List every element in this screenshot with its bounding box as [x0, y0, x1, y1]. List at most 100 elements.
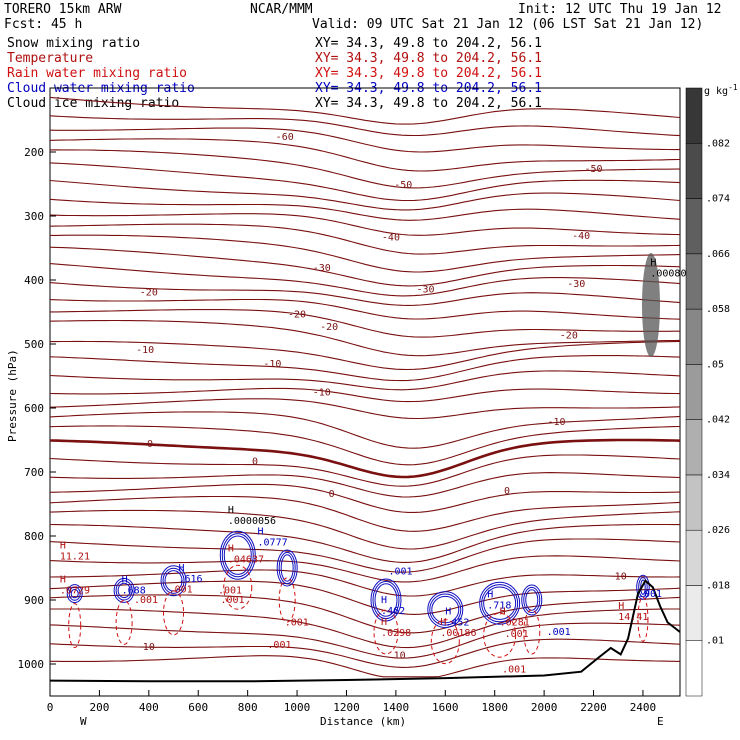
cloud-water-contour	[162, 567, 185, 594]
legend-xy-cloud-ice: XY= 34.3, 49.8 to 204.2, 56.1	[315, 96, 542, 111]
colorbar-swatch	[685, 87, 703, 144]
isotherm-label: -60	[276, 132, 294, 143]
extremum-value: .0000056	[228, 516, 276, 527]
cloud-water-contour	[638, 577, 648, 598]
isotherm-line	[49, 213, 681, 236]
isotherm-label: 10	[615, 572, 627, 583]
isotherm-label: -20	[288, 309, 306, 320]
colorbar: .01 .018 .026 .034 .042 .05 .058 .066 .074 .082	[685, 87, 730, 697]
isotherm-label: 0	[252, 456, 258, 467]
isotherm-line	[49, 638, 681, 668]
colorbar-tick-label: .082	[706, 138, 730, 149]
cloud-water-contour	[483, 586, 517, 620]
isotherm-label: -10	[136, 345, 154, 356]
extremum-value: .452	[445, 617, 469, 628]
y-axis-title: Pressure (hPa)	[6, 349, 19, 442]
field-legend: Snow mixing ratio XY= 34.3, 49.8 to 204.…	[7, 36, 542, 111]
isotherm-line	[49, 179, 681, 211]
extremum-value: .04637	[228, 555, 264, 566]
y-tick-label: 700	[24, 466, 44, 479]
x-tick-label: 1800	[481, 701, 508, 714]
cloud-water-contour	[221, 533, 254, 578]
legend-label-rain: Rain water mixing ratio	[7, 66, 187, 81]
cloud-water-contour	[481, 584, 519, 623]
isotherm-label: 10	[143, 642, 155, 653]
extremum-mark: H	[228, 544, 234, 555]
x-axis-ticks: 0 200 400 600 800 1000 1200 1400 1600 1800 2000 220…	[47, 690, 656, 714]
x-tick-label: 2000	[531, 701, 558, 714]
legend-label-snow: Snow mixing ratio	[7, 36, 140, 51]
isotherm-line	[49, 411, 681, 449]
colorbar-tick-label: .034	[706, 470, 730, 481]
isotherm-line	[49, 538, 681, 573]
isotherm-line	[49, 246, 681, 287]
extremum-mark: H	[60, 574, 66, 585]
rain-water-contour	[68, 603, 82, 649]
cloud-water-contour	[117, 582, 131, 599]
y-tick-label: 800	[24, 530, 44, 543]
cloud-water-contour	[372, 580, 400, 620]
contour-value-label: .001	[502, 664, 526, 675]
extrema-labels: H11.21H14.41H.0008019H.0000056H.0777H.61…	[60, 258, 699, 640]
center-name: NCAR/MMM	[250, 2, 313, 17]
isotherm-line	[49, 438, 681, 479]
isotherm-label: -10	[313, 387, 331, 398]
extremum-value: .00186	[440, 628, 476, 639]
x-tick-label: 1600	[432, 701, 459, 714]
isotherm-label: -20	[560, 330, 578, 341]
rain-water-contour	[163, 590, 185, 636]
colorbar-swatch	[685, 143, 703, 199]
isotherm-label: 0	[147, 439, 153, 450]
cloud-water-contour	[525, 589, 539, 611]
contour-value-label: .001	[169, 584, 193, 595]
y-tick-label: 200	[24, 146, 44, 159]
isotherm-line	[49, 472, 681, 498]
extremum-value: 14.41	[618, 612, 648, 623]
x-tick-label: 1400	[383, 701, 410, 714]
cloud-water-contour	[66, 584, 83, 604]
isotherm-label: -30	[567, 279, 585, 290]
colorbar-swatch	[685, 640, 703, 697]
colorbar-swatch	[685, 419, 703, 476]
cloud-water-contour	[68, 586, 81, 601]
colorbar-swatch	[685, 529, 703, 586]
contour-value-label: .001	[388, 566, 412, 577]
plot-frame	[49, 87, 681, 697]
colorbar-tick-label: .018	[706, 580, 730, 591]
terrain-line	[49, 579, 681, 683]
cloud-water-contour	[431, 595, 460, 624]
snow-shading	[642, 253, 660, 357]
extremum-mark: H	[228, 505, 234, 516]
contour-value-label: .001	[220, 595, 244, 606]
contour-value-label: .001	[547, 627, 571, 638]
isotherm-line	[49, 370, 681, 391]
isotherm-line	[49, 282, 681, 306]
valid-time: Valid: 09 UTC Sat 21 Jan 12 (06 LST Sat …	[312, 17, 703, 32]
colorbar-tick-label: .042	[706, 415, 730, 426]
extremum-mark: H	[500, 606, 506, 617]
isotherm-label: 0	[329, 489, 335, 500]
colorbar-swatch	[685, 253, 703, 310]
x-tick-label: 2200	[580, 701, 607, 714]
extremum-value: .688	[122, 585, 146, 596]
rain-water-contour	[223, 564, 253, 610]
extremum-mark: H	[122, 574, 128, 585]
hydrometeor-contours	[66, 530, 650, 665]
isotherm-label: 0	[504, 486, 510, 497]
isotherm-line	[49, 138, 681, 172]
temperature-contour-labels: -60 -50 -50 -40 -40 -30 -30 -30 -20 -20 -20 -20 -10 -…	[136, 132, 627, 661]
contour-value-label: .001	[285, 618, 309, 629]
contour-value-label: .001	[505, 629, 529, 640]
isotherm-line	[49, 594, 681, 634]
cloud-water-contour	[636, 574, 650, 600]
cloud-water-contour	[374, 583, 398, 617]
colorbar-swatch	[685, 364, 703, 420]
x-axis-east-label: E	[657, 715, 664, 728]
extremum-mark: H	[60, 540, 66, 551]
isotherm-line	[49, 398, 681, 420]
colorbar-swatch	[685, 308, 703, 365]
isotherm-line	[49, 96, 681, 125]
cloud-water-contour	[429, 593, 462, 626]
cloud-water-contour	[370, 578, 402, 622]
